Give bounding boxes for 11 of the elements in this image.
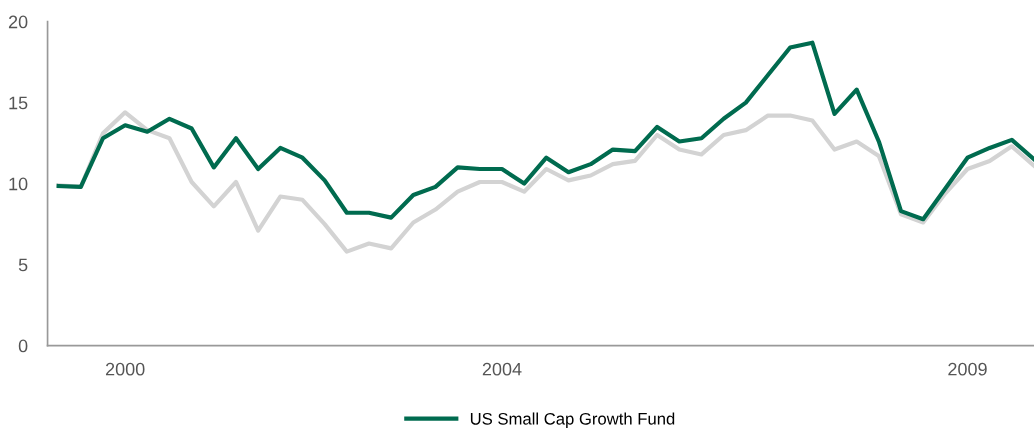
y-tick-label: 20 bbox=[8, 15, 28, 29]
x-tick-label: 2004 bbox=[482, 362, 522, 376]
y-tick-label: 15 bbox=[9, 96, 28, 110]
legend-label: US Small Cap Growth Fund bbox=[470, 412, 675, 428]
y-tick-label: 0 bbox=[18, 339, 28, 353]
y-tick-label: 5 bbox=[18, 258, 28, 272]
x-tick-label: 2000 bbox=[105, 362, 145, 376]
x-tick-label: 2009 bbox=[948, 362, 987, 376]
line-series bbox=[56, 110, 1034, 254]
y-tick-label: 10 bbox=[9, 177, 28, 191]
line-series bbox=[56, 40, 1034, 222]
